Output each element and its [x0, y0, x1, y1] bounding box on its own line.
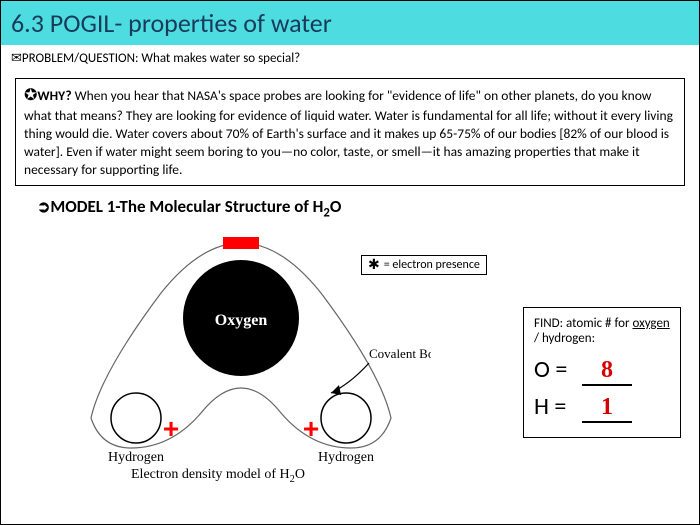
hydrogen-symbol: H = — [534, 392, 582, 421]
problem-text: What makes water so special? — [141, 51, 300, 66]
bond-arrow-head — [331, 385, 341, 395]
model-title-end: O — [330, 196, 342, 217]
oxygen-label: Oxygen — [215, 312, 268, 329]
model-title-text: MODEL 1-The Molecular Structure of H — [50, 196, 323, 217]
hydrogen-label-left: Hydrogen — [108, 450, 164, 465]
hydrogen-atom-right — [321, 393, 371, 443]
title-bar: 6.3 POGIL- properties of water — [1, 1, 699, 45]
find-prompt-mid: / hydrogen: — [534, 331, 595, 346]
page-title: 6.3 POGIL- properties of water — [11, 7, 689, 39]
problem-line: ✉PROBLEM/QUESTION: What makes water so s… — [1, 45, 699, 70]
caption-end: O — [295, 467, 305, 482]
positive-charge-left-icon: + — [163, 413, 179, 444]
find-box: FIND: atomic # for oxygen / hydrogen: O … — [523, 307, 681, 438]
caption-pre: Electron density model of H — [131, 467, 290, 482]
find-row-oxygen: O = 8 — [534, 355, 670, 386]
legend-text: = electron presence — [384, 258, 480, 272]
positive-charge-right-icon: + — [303, 413, 319, 444]
hydrogen-atom-left — [111, 393, 161, 443]
legend-box: ✱ = electron presence — [361, 255, 487, 275]
model-title: ➲MODEL 1-The Molecular Structure of H2O — [1, 192, 699, 222]
hydrogen-atomic-number: 1 — [582, 394, 632, 423]
why-box: ✪WHY? When you hear that NASA's space pr… — [15, 78, 685, 186]
diagram-area: Oxygen + + Hydrogen Hydrogen Covalent Bo… — [1, 223, 699, 503]
find-prompt: FIND: atomic # for oxygen / hydrogen: — [534, 316, 670, 347]
why-text: When you hear that NASA's space probes a… — [24, 87, 673, 178]
find-row-hydrogen: H = 1 — [534, 392, 670, 423]
why-label: WHY? — [37, 87, 71, 104]
star-icon: ✪ — [24, 86, 37, 105]
covalent-bond-label: Covalent Bond — [369, 346, 431, 361]
diagram-caption: Electron density model of H2O — [131, 467, 305, 485]
oxygen-symbol: O = — [534, 355, 582, 384]
problem-label: PROBLEM/QUESTION: — [22, 51, 139, 66]
arrow-icon: ➲ — [37, 198, 50, 217]
negative-charge-icon — [223, 237, 259, 249]
oxygen-atomic-number: 8 — [582, 357, 632, 386]
find-prompt-underline: oxygen — [632, 316, 669, 331]
hydrogen-label-right: Hydrogen — [318, 450, 374, 465]
electron-icon: ✱ — [368, 258, 380, 272]
mail-icon: ✉ — [11, 51, 22, 66]
find-prompt-pre: FIND: atomic # for — [534, 316, 632, 331]
